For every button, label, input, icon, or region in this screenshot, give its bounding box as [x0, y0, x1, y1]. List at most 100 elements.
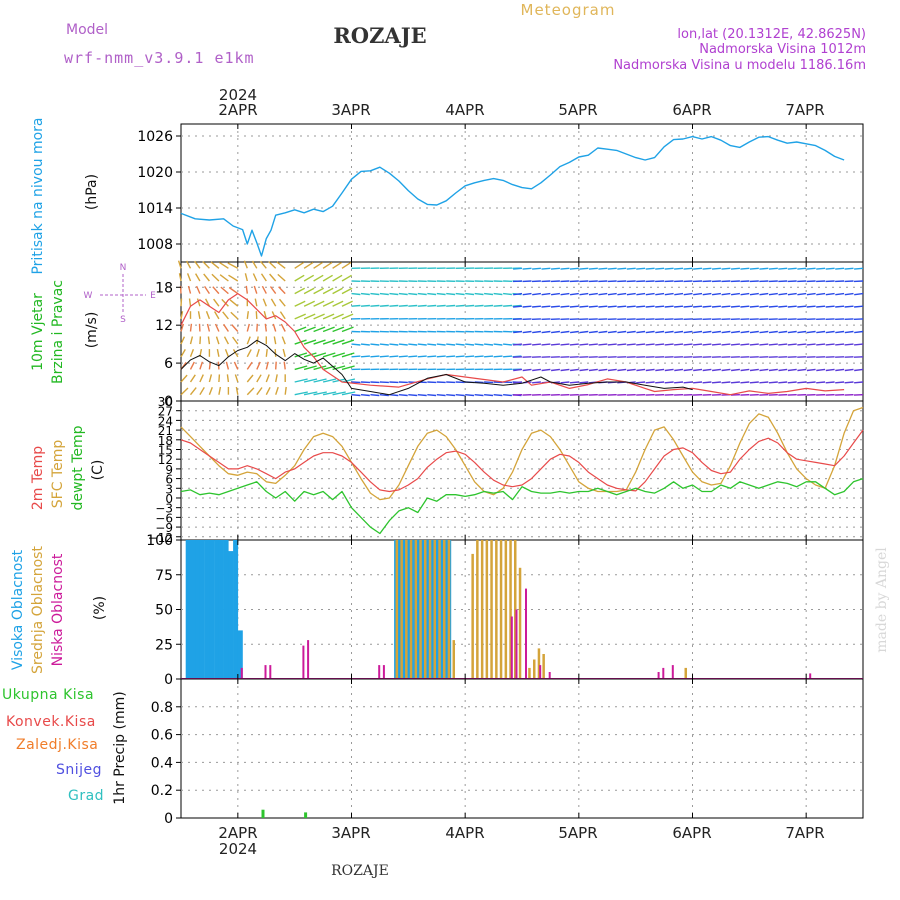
wind-arrow: [177, 260, 182, 269]
top-day-label: 5APR: [558, 101, 597, 119]
wind-arrow: [740, 368, 750, 372]
wind-arrow: [664, 305, 674, 308]
wind-arrow: [731, 330, 740, 334]
wind-arrow: [351, 343, 361, 346]
y-tick-label: −3: [155, 502, 173, 516]
wind-arrow: [759, 343, 769, 346]
wind-speed-line: [180, 339, 693, 396]
wind-arrow: [228, 286, 239, 295]
wind-arrow: [693, 368, 703, 372]
bottom-axis-year: 2024: [219, 840, 257, 858]
wind-arrow: [282, 348, 286, 357]
wind-arrow: [797, 267, 807, 270]
wind-arrow: [835, 267, 845, 270]
wind-arrow: [683, 292, 693, 296]
precip-frame: [180, 678, 864, 819]
wind-arrow: [360, 292, 370, 296]
wind-arrow: [503, 304, 513, 307]
wind-arrow: [579, 292, 589, 296]
wind-arrow: [303, 274, 315, 282]
wind-arrow: [224, 348, 230, 358]
y-tick-label: 0: [164, 672, 173, 688]
wind-arrow: [816, 368, 826, 372]
wind-arrow: [427, 355, 437, 358]
wind-arrow: [351, 394, 361, 397]
wind-arrow: [223, 323, 229, 332]
wind-arrow: [816, 343, 826, 346]
wind-arrow: [532, 292, 541, 296]
wind-arrow: [835, 330, 845, 334]
wind-arrow: [787, 267, 797, 270]
wind-arrow: [636, 381, 646, 384]
wind-arrow: [541, 368, 551, 372]
wind-arrow: [484, 355, 494, 358]
y-tick-label: 27: [158, 405, 173, 419]
wind-arrow: [730, 381, 740, 384]
wind-arrow: [260, 273, 267, 282]
wind-arrow: [617, 368, 627, 372]
wind-arrow: [474, 292, 484, 296]
wind-arrow: [379, 355, 389, 358]
wind-arrow: [617, 305, 627, 308]
wind-arrow: [465, 292, 475, 296]
wind-arrow: [645, 381, 655, 384]
wind-arrow: [189, 323, 193, 332]
wind-arrow: [645, 368, 655, 372]
wind-arrow: [180, 374, 188, 383]
wind-arrow: [522, 292, 532, 296]
wind-arrow: [246, 323, 250, 332]
wind-arrow: [626, 292, 636, 296]
wind-arrow: [417, 394, 427, 397]
wind-arrow: [341, 313, 354, 320]
wind-arrow: [778, 381, 788, 384]
wind-arrow: [313, 300, 325, 307]
dewpt-line: [180, 477, 864, 535]
wind-arrow: [270, 298, 277, 307]
wind-arrow: [210, 261, 220, 269]
cloud-bar: [223, 540, 229, 679]
y-tick-label: 1020: [137, 165, 173, 181]
y-tick-label: 1026: [137, 129, 173, 145]
wind-arrow: [219, 274, 229, 282]
wind-arrow: [664, 330, 674, 334]
cloud-bar: [525, 588, 527, 679]
wind-arrow: [693, 381, 703, 384]
wind-arrow: [522, 305, 532, 308]
wind-arrow: [645, 330, 655, 334]
wind-arrow: [693, 343, 703, 346]
wind-arrow: [693, 267, 703, 270]
y-tick-label: 24: [158, 414, 173, 428]
y-tick-label: 0.2: [151, 783, 173, 799]
wind-arrow: [389, 355, 399, 358]
wind-arrow: [484, 343, 494, 346]
wind-arrow: [332, 300, 344, 307]
wind-arrow: [251, 260, 258, 269]
y-tick-label: 15: [158, 443, 173, 457]
wind-arrow: [436, 292, 446, 296]
wind-arrow: [229, 299, 239, 307]
wind-arrow: [303, 313, 316, 320]
bottom-day-label: 7APR: [785, 824, 824, 842]
wind-arrow: [322, 339, 336, 345]
wind-arrow: [702, 267, 712, 270]
wind-arrow: [180, 387, 189, 396]
wind-arrow: [768, 381, 778, 384]
wind-arrow: [570, 292, 579, 296]
y-tick-label: 21: [158, 424, 173, 438]
wind-arrow: [806, 305, 816, 308]
wind-arrow: [598, 368, 608, 372]
wind-arrow: [199, 336, 202, 345]
cloud-bar: [671, 665, 674, 679]
wind-arrow: [806, 343, 816, 346]
wind-arrow: [341, 365, 355, 371]
wind-arrow: [816, 292, 826, 296]
cloud-bar: [428, 540, 432, 679]
temp-2m-label: 2m Temp: [30, 446, 46, 510]
wind-arrow: [683, 330, 693, 334]
wind-arrow: [730, 267, 740, 270]
precip-legend-frozen: Zaledj.Kisa: [16, 737, 98, 753]
wind-arrow: [617, 343, 627, 346]
wind-arrow: [398, 394, 408, 397]
wind-arrow: [218, 374, 221, 383]
wind-arrow: [389, 394, 399, 397]
